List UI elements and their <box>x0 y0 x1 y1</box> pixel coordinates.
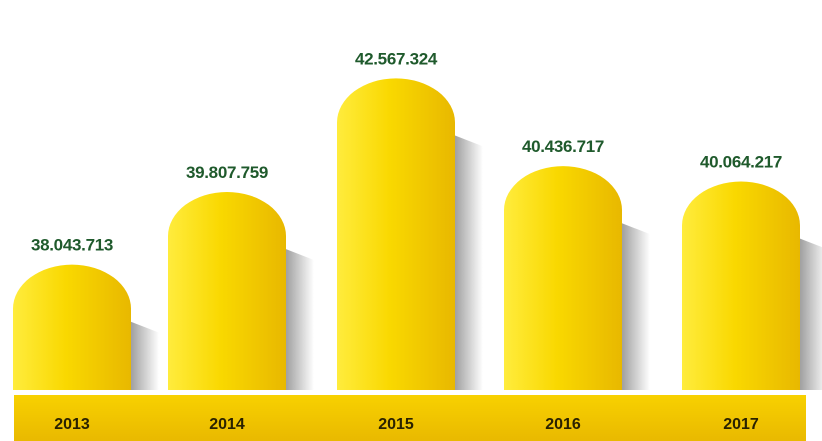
bar-2015 <box>337 78 455 391</box>
bar-2014 <box>168 192 286 390</box>
bar-shadow-2013 <box>123 318 159 390</box>
bar-2013 <box>13 264 131 390</box>
bar-shadow-2016 <box>614 220 650 390</box>
year-label-2016: 2016 <box>545 416 581 433</box>
year-labels: 2013 2014 2015 2016 2017 <box>54 416 759 433</box>
bar-shadows <box>123 132 822 391</box>
bar-2017 <box>682 181 800 390</box>
year-label-2015: 2015 <box>378 416 414 433</box>
year-band <box>14 395 806 441</box>
value-label-2017: 40.064.217 <box>700 152 782 171</box>
value-label-2015: 42.567.324 <box>355 49 438 68</box>
value-label-2016: 40.436.717 <box>522 137 604 156</box>
year-label-2014: 2014 <box>209 416 245 433</box>
value-label-2013: 38.043.713 <box>31 236 113 255</box>
bar-2016 <box>504 166 622 390</box>
bar-shadow-2015 <box>447 132 483 391</box>
bars <box>13 78 800 391</box>
value-label-2014: 39.807.759 <box>186 163 268 182</box>
year-label-2013: 2013 <box>54 416 90 433</box>
bar-shadow-2014 <box>278 246 314 390</box>
year-label-2017: 2017 <box>723 416 759 433</box>
value-labels: 38.043.713 39.807.759 42.567.324 40.436.717… <box>31 49 782 254</box>
